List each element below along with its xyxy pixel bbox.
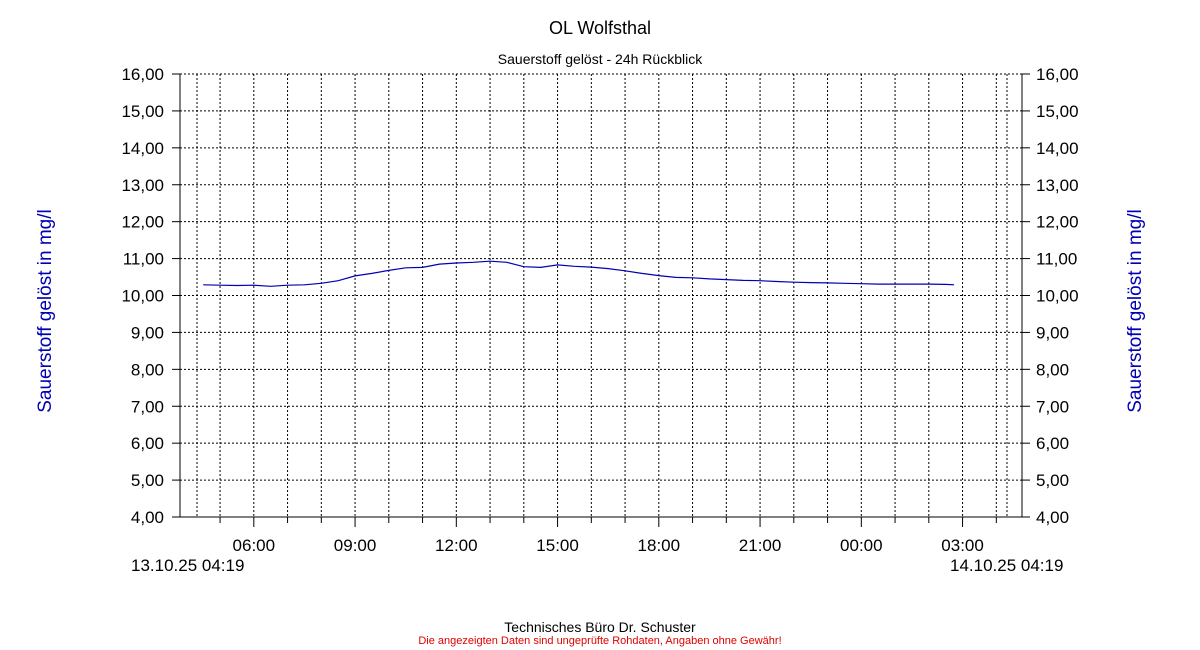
y-tick-label-right: 10,00 (1036, 287, 1079, 306)
y-axis-label-left: Sauerstoff gelöst in mg/l (35, 209, 56, 413)
y-tick-label-right: 7,00 (1036, 397, 1069, 416)
tick-layer (172, 73, 1030, 527)
y-tick-label-left: 16,00 (121, 65, 164, 84)
y-tick-label-right: 15,00 (1036, 102, 1079, 121)
x-tick-label: 00:00 (840, 536, 883, 555)
series-layer (203, 260, 955, 287)
y-tick-label-left: 4,00 (131, 508, 164, 527)
y-tick-label-right: 14,00 (1036, 139, 1079, 158)
x-tick-label: 09:00 (334, 536, 377, 555)
x-range-start-label: 13.10.25 04:19 (131, 556, 245, 575)
y-tick-label-right: 9,00 (1036, 323, 1069, 342)
y-tick-label-right: 16,00 (1036, 65, 1079, 84)
y-tick-label-left: 12,00 (121, 213, 164, 232)
x-tick-label: 21:00 (739, 536, 782, 555)
y-tick-label-left: 11,00 (123, 250, 164, 269)
chart-subtitle: Sauerstoff gelöst - 24h Rückblick (497, 51, 703, 67)
y-tick-label-right: 12,00 (1036, 213, 1079, 232)
y-tick-label-right: 13,00 (1036, 176, 1079, 195)
y-tick-label-right: 6,00 (1036, 434, 1069, 453)
y-tick-label-right: 11,00 (1036, 250, 1077, 269)
y-tick-label-left: 7,00 (131, 397, 164, 416)
series-line (203, 260, 955, 287)
y-tick-label-left: 5,00 (131, 471, 164, 490)
y-tick-label-left: 15,00 (121, 102, 164, 121)
y-tick-label-right: 5,00 (1036, 471, 1069, 490)
y-tick-label-right: 4,00 (1036, 508, 1069, 527)
y-tick-label-left: 10,00 (121, 287, 164, 306)
label-layer: 4,00 4,00 5,00 5,00 6,00 6,00 7,00 7,00 8,00 8,00… (121, 65, 1078, 555)
y-tick-label-left: 14,00 (121, 139, 164, 158)
footer-credit: Technisches Büro Dr. Schuster (504, 619, 696, 635)
y-tick-label-left: 13,00 (121, 176, 164, 195)
x-tick-label: 15:00 (536, 536, 579, 555)
y-tick-label-right: 8,00 (1036, 360, 1069, 379)
x-tick-label: 06:00 (233, 536, 276, 555)
y-tick-label-left: 9,00 (131, 323, 164, 342)
x-tick-label: 12:00 (435, 536, 478, 555)
x-tick-label: 03:00 (941, 536, 984, 555)
x-tick-label: 18:00 (638, 536, 681, 555)
footer-disclaimer: Die angezeigten Daten sind ungeprüfte Ro… (418, 635, 782, 647)
chart-title: OL Wolfsthal (548, 18, 652, 38)
y-axis-label-right: Sauerstoff gelöst in mg/l (1125, 209, 1146, 413)
y-tick-label-left: 8,00 (131, 360, 164, 379)
grid-layer (180, 73, 1022, 518)
y-tick-label-left: 6,00 (131, 434, 164, 453)
x-range-end-label: 14.10.25 04:19 (950, 556, 1064, 575)
